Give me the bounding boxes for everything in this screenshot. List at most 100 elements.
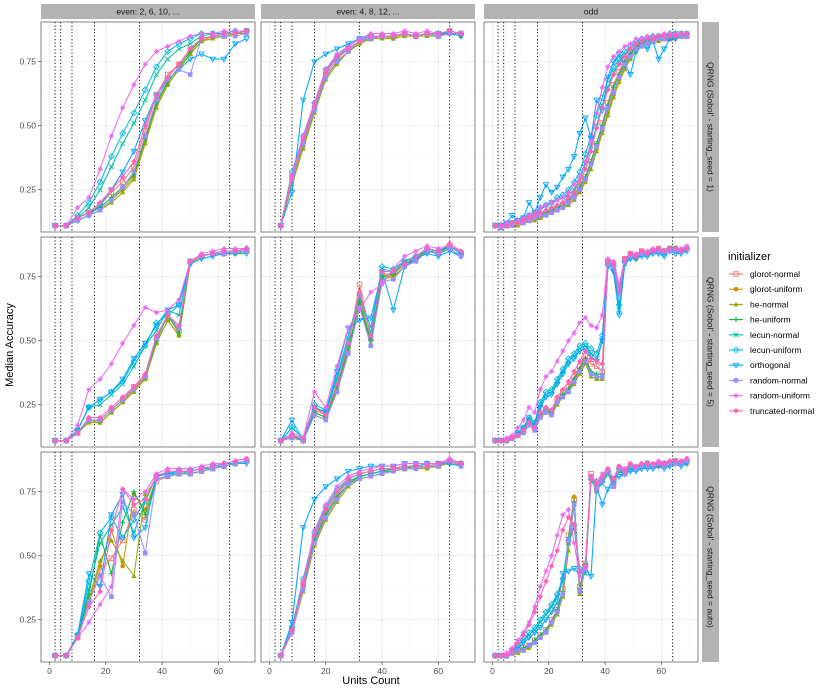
data-point xyxy=(639,44,644,49)
panel-background xyxy=(261,237,475,447)
data-point xyxy=(531,630,539,637)
legend-key-marker xyxy=(733,317,739,323)
data-point xyxy=(520,427,527,434)
data-point xyxy=(605,258,611,265)
data-point xyxy=(333,476,341,483)
facet-panel: 0 20 40 60 xyxy=(483,451,699,676)
panel-background xyxy=(261,22,475,232)
data-point xyxy=(108,537,114,543)
data-point xyxy=(549,210,554,216)
data-point xyxy=(650,248,656,254)
data-point xyxy=(130,535,138,542)
data-point xyxy=(566,538,571,543)
data-point xyxy=(633,36,639,42)
panel-border xyxy=(483,21,699,233)
data-point xyxy=(594,110,600,116)
data-point xyxy=(334,59,340,64)
data-point xyxy=(141,525,149,532)
legend-item: glorot-normal xyxy=(728,267,800,281)
data-point xyxy=(97,199,103,206)
panel-background xyxy=(484,237,698,447)
legend-key-marker xyxy=(733,286,739,292)
data-point xyxy=(120,519,126,526)
data-point xyxy=(153,323,160,329)
data-point xyxy=(560,512,566,518)
data-point xyxy=(209,33,216,39)
data-point xyxy=(514,432,521,439)
data-point xyxy=(542,394,550,401)
legend-label: orthogonal xyxy=(750,360,790,370)
data-point xyxy=(588,371,594,377)
data-point xyxy=(645,41,650,47)
facet-panel xyxy=(260,21,476,233)
data-point xyxy=(108,555,115,562)
data-point xyxy=(660,253,668,260)
data-point xyxy=(599,312,605,318)
data-point xyxy=(85,577,93,585)
data-point xyxy=(571,494,577,500)
data-point xyxy=(571,540,577,546)
data-point xyxy=(514,639,521,646)
data-point xyxy=(594,374,599,379)
data-point xyxy=(277,437,284,444)
data-point xyxy=(334,483,340,490)
data-point xyxy=(621,255,628,262)
data-point xyxy=(446,28,453,34)
data-point xyxy=(220,56,228,63)
data-point xyxy=(554,394,561,400)
data-point xyxy=(458,253,464,259)
data-point xyxy=(553,184,561,191)
data-point xyxy=(599,84,605,90)
facet-strip-label: even: 2, 6, 10, ... xyxy=(116,7,179,17)
data-point xyxy=(581,115,589,122)
x-tick-label: 20 xyxy=(101,666,111,676)
data-point xyxy=(153,63,160,71)
data-point xyxy=(97,376,103,382)
data-point xyxy=(356,281,363,288)
data-point xyxy=(526,419,532,426)
data-point xyxy=(379,471,385,477)
data-point xyxy=(131,169,137,175)
data-point xyxy=(565,361,572,368)
data-point xyxy=(334,389,340,395)
data-point xyxy=(243,36,250,43)
data-point xyxy=(509,220,515,226)
data-point xyxy=(576,568,583,574)
x-tick-label: 60 xyxy=(657,666,667,676)
data-point xyxy=(599,125,605,131)
data-point xyxy=(565,378,572,385)
data-point xyxy=(554,547,561,554)
data-point xyxy=(560,194,566,201)
data-point xyxy=(435,30,442,37)
data-point xyxy=(526,622,532,628)
data-point xyxy=(131,501,137,508)
data-point xyxy=(520,640,527,647)
x-tick-label: 60 xyxy=(434,666,444,676)
data-point xyxy=(616,281,622,287)
data-point xyxy=(300,586,306,592)
data-point xyxy=(554,532,560,538)
data-point xyxy=(345,325,351,331)
data-point xyxy=(141,86,149,94)
legend-label: truncated-normal xyxy=(750,406,814,416)
data-point xyxy=(323,404,329,410)
legend-label: random-normal xyxy=(750,375,808,385)
data-point xyxy=(86,386,92,392)
data-point xyxy=(566,389,571,395)
data-point xyxy=(164,48,172,55)
data-point xyxy=(594,486,599,492)
data-point xyxy=(311,102,318,109)
data-point xyxy=(391,276,396,282)
data-point xyxy=(97,414,103,421)
data-point xyxy=(667,245,673,252)
data-point xyxy=(570,356,578,363)
facet-strip-label: even: 4, 8, 12, ... xyxy=(336,7,399,17)
legend-item: random-uniform xyxy=(728,388,810,403)
data-point xyxy=(119,534,127,542)
data-point xyxy=(108,583,114,590)
data-point xyxy=(368,332,374,339)
data-point xyxy=(565,507,572,513)
data-point xyxy=(289,627,295,633)
data-point xyxy=(130,516,138,524)
data-point xyxy=(86,414,92,421)
